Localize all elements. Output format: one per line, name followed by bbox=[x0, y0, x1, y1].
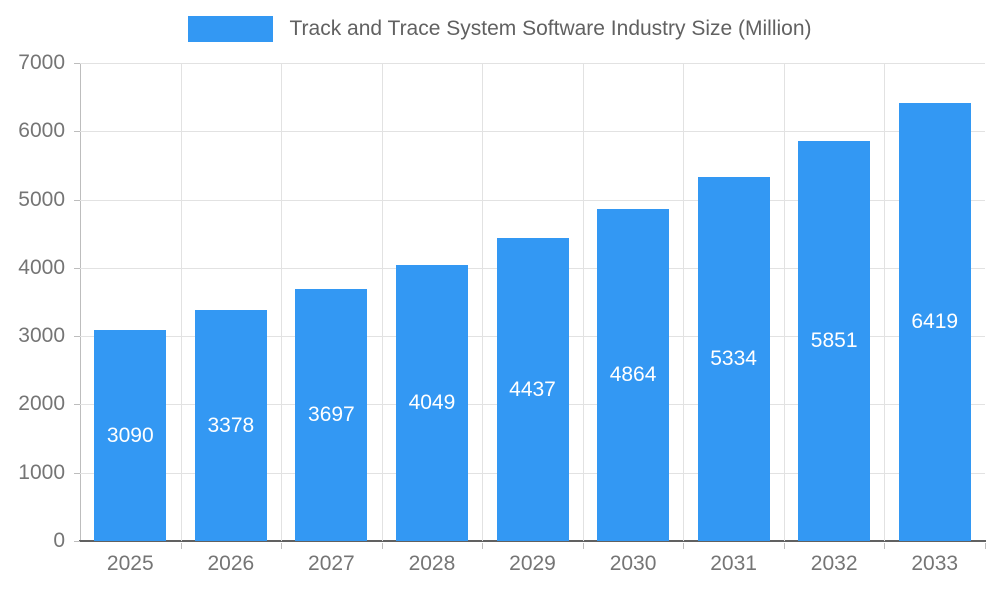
bar-value-label: 4864 bbox=[609, 362, 657, 386]
legend-swatch bbox=[188, 16, 274, 42]
bar-2027[interactable]: 3697 bbox=[295, 288, 368, 541]
legend-label: Track and Trace System Software Industry… bbox=[289, 17, 812, 40]
bar-value-label: 5334 bbox=[710, 346, 757, 370]
bar-value-label: 4437 bbox=[509, 377, 556, 401]
y-axis-tick-label: 0 bbox=[53, 529, 65, 552]
gridline-horizontal bbox=[80, 63, 985, 64]
gridline-vertical bbox=[783, 63, 785, 541]
y-axis-tick bbox=[74, 199, 80, 201]
bar-value-label: 3378 bbox=[207, 413, 255, 437]
y-axis-tick-label: 6000 bbox=[18, 119, 65, 143]
x-axis-category-label: 2027 bbox=[308, 552, 355, 575]
y-axis-tick-label: 3000 bbox=[18, 324, 65, 348]
y-axis-tick-label: 2000 bbox=[18, 392, 65, 416]
bar-2026[interactable]: 3378 bbox=[194, 310, 267, 541]
x-axis-line bbox=[79, 540, 986, 542]
gridline-vertical bbox=[482, 63, 484, 541]
x-axis-tick bbox=[683, 543, 685, 549]
gridline-vertical bbox=[884, 63, 886, 541]
x-axis-tick bbox=[582, 543, 584, 549]
bar-value-label: 6419 bbox=[911, 309, 959, 333]
gridline-vertical bbox=[381, 63, 383, 541]
y-axis-tick bbox=[74, 541, 80, 542]
x-axis-category-label: 2025 bbox=[106, 552, 154, 575]
y-axis-tick-label: 7000 bbox=[18, 51, 65, 74]
x-axis-category-label: 2026 bbox=[207, 552, 255, 575]
x-axis-tick bbox=[281, 543, 283, 549]
bar-2025[interactable]: 3090 bbox=[94, 330, 167, 541]
plot-area: 0 1000 2000 3000 4000 5000 6000 7000 3090 3378 369… bbox=[18, 51, 986, 552]
x-axis-category-label: 2031 bbox=[710, 552, 757, 575]
bar-2033[interactable]: 6419 bbox=[898, 102, 971, 541]
bar-value-label: 5851 bbox=[810, 329, 858, 353]
y-axis-tick bbox=[74, 63, 80, 64]
gridline-horizontal bbox=[80, 199, 985, 201]
x-axis-category-label: 2028 bbox=[408, 552, 456, 575]
x-axis-category-label: 2029 bbox=[509, 552, 556, 575]
x-axis-tick bbox=[884, 543, 886, 549]
x-axis-category-label: 2033 bbox=[911, 552, 959, 575]
y-axis-tick bbox=[74, 336, 80, 338]
x-axis-category-label: 2032 bbox=[810, 552, 858, 575]
x-axis-tick bbox=[482, 543, 484, 549]
y-axis-tick-label: 1000 bbox=[18, 460, 65, 484]
bar-value-label: 4049 bbox=[408, 390, 456, 414]
gridline-vertical bbox=[582, 63, 584, 541]
x-axis-tick bbox=[381, 543, 383, 549]
y-axis-tick bbox=[74, 131, 80, 133]
bar-2029[interactable]: 4437 bbox=[496, 238, 569, 541]
bar-value-label: 3697 bbox=[308, 402, 355, 426]
y-axis-tick-label: 5000 bbox=[18, 187, 65, 211]
gridline-vertical bbox=[281, 63, 283, 541]
y-axis-tick bbox=[74, 404, 80, 406]
gridline-vertical bbox=[180, 63, 182, 541]
x-axis-tick bbox=[783, 543, 785, 549]
x-axis-tick bbox=[180, 543, 182, 549]
y-axis-tick bbox=[74, 267, 80, 269]
bar-2031[interactable]: 5334 bbox=[697, 176, 770, 541]
x-axis-labels: 2025 2026 2027 2028 2029 2030 2031 2032 2033 bbox=[80, 548, 985, 582]
x-axis-category-label: 2030 bbox=[609, 552, 657, 575]
y-axis-tick-label: 4000 bbox=[18, 255, 65, 279]
gridline-vertical bbox=[683, 63, 685, 541]
bar-value-label: 3090 bbox=[106, 423, 154, 447]
legend-item[interactable]: Track and Trace System Software Industry… bbox=[0, 16, 1000, 42]
bar-2028[interactable]: 4049 bbox=[395, 264, 468, 541]
y-axis-line bbox=[80, 63, 81, 541]
x-axis-tick bbox=[985, 543, 986, 549]
bar-2030[interactable]: 4864 bbox=[597, 208, 670, 541]
bar-2032[interactable]: 5851 bbox=[798, 141, 871, 541]
gridline-horizontal bbox=[80, 131, 985, 133]
y-axis-tick bbox=[74, 472, 80, 474]
